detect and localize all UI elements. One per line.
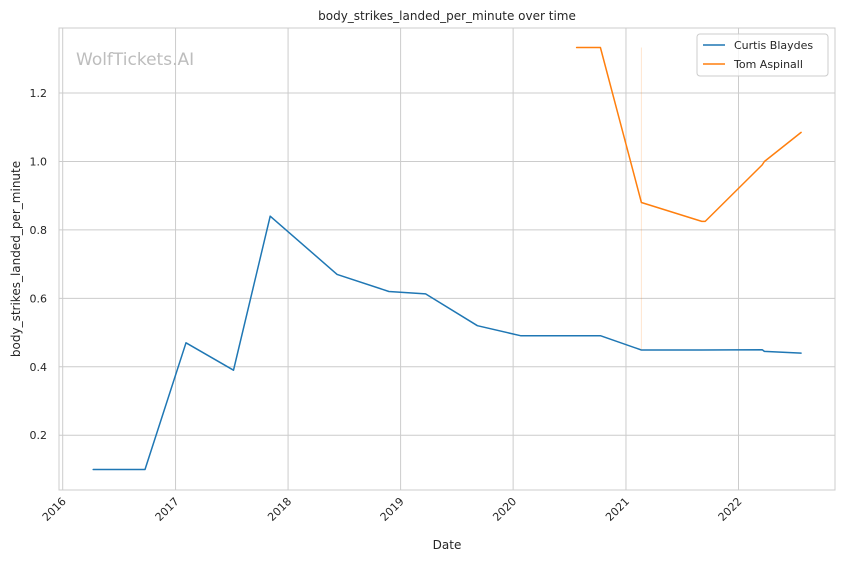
legend-label-curtis-blaydes: Curtis Blaydes <box>734 39 813 52</box>
x-axis-label: Date <box>433 538 462 552</box>
y-tick-label: 0.2 <box>30 429 48 442</box>
y-tick-label: 0.8 <box>30 224 48 237</box>
legend-box <box>696 33 829 77</box>
y-tick-label: 1.2 <box>30 87 48 100</box>
series-layer <box>92 46 802 471</box>
series-line-tom-aspinall <box>575 46 802 223</box>
legend: Curtis Blaydes Tom Aspinall <box>696 33 829 77</box>
watermark: WolfTickets.AI <box>76 50 194 70</box>
grid-layer <box>59 28 835 490</box>
y-tick-label: 0.6 <box>30 292 48 305</box>
y-tick-label: 1.0 <box>30 155 48 168</box>
y-tick-label: 0.4 <box>30 361 48 374</box>
legend-label-tom-aspinall: Tom Aspinall <box>733 58 803 71</box>
chart-title: body_strikes_landed_per_minute over time <box>318 9 576 23</box>
y-axis-label: body_strikes_landed_per_minute <box>9 161 23 357</box>
series-line-curtis-blaydes <box>92 215 802 471</box>
plot-area-frame <box>58 27 836 491</box>
